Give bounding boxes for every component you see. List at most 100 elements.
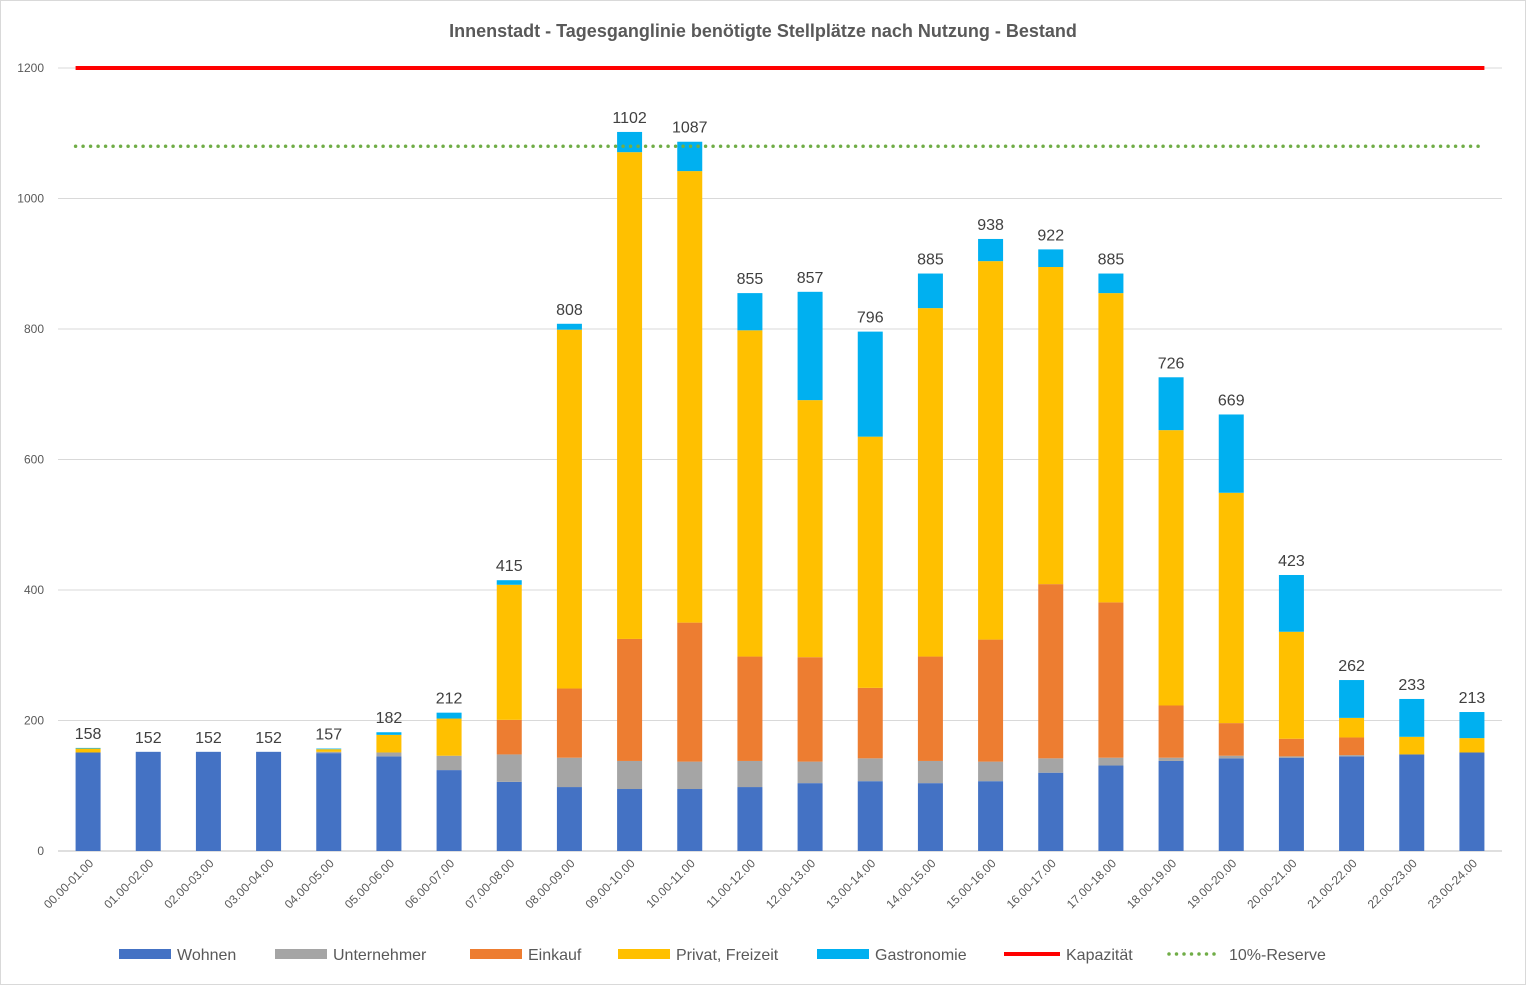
bar-segment (1158, 430, 1184, 706)
bar-segment (917, 308, 943, 657)
bar-segment (617, 131, 643, 153)
data-label: 855 (737, 271, 764, 288)
bar-segment (75, 747, 101, 749)
bar-segment (1278, 757, 1304, 851)
y-tick-label: 200 (24, 714, 44, 728)
bar-segment (1339, 717, 1365, 738)
bar-segment (556, 787, 582, 851)
bar-segment (917, 273, 943, 309)
bar-segment (1339, 737, 1365, 756)
bar-segment (1459, 738, 1485, 753)
bar-segment (1038, 267, 1064, 585)
legend-swatch (275, 949, 327, 959)
bar-segment (1158, 705, 1184, 758)
data-label: 158 (75, 726, 102, 743)
bar-segment (556, 329, 582, 689)
bar-segment (737, 330, 763, 657)
bar-segment (978, 261, 1004, 640)
bar-segment (1038, 249, 1064, 268)
bar-segment (1158, 757, 1184, 761)
data-label: 152 (195, 730, 222, 747)
legend-label: Einkauf (528, 947, 582, 964)
legend-label: Kapazität (1066, 947, 1133, 964)
bar-segment (1339, 756, 1365, 851)
data-label: 922 (1037, 227, 1064, 244)
bar-segment (677, 622, 703, 762)
bar-segment (1098, 757, 1124, 766)
bar-segment (1038, 758, 1064, 773)
bar-segment (1278, 756, 1304, 758)
bar-segment (376, 732, 402, 735)
data-label: 415 (496, 558, 523, 575)
data-label: 808 (556, 302, 583, 319)
bar-segment (1399, 698, 1425, 737)
legend-label: Unternehmer (333, 947, 427, 964)
bar-segment (376, 734, 402, 753)
y-tick-label: 600 (24, 453, 44, 467)
bar-segment (857, 687, 883, 759)
bar-segment (195, 751, 221, 851)
bar-segment (556, 323, 582, 330)
bar-segment (1038, 772, 1064, 851)
data-label: 262 (1338, 658, 1365, 675)
bar-segment (677, 171, 703, 623)
data-label: 726 (1158, 355, 1185, 372)
chart-title: Innenstadt - Tagesganglinie benötigte St… (449, 21, 1077, 41)
data-label: 1102 (612, 110, 647, 127)
bar-segment (1459, 752, 1485, 851)
bar-segment (1038, 584, 1064, 759)
bar-segment (1098, 293, 1124, 603)
y-tick-label: 0 (37, 844, 44, 858)
bar-segment (316, 748, 342, 750)
bar-segment (1218, 755, 1244, 759)
bar-segment (135, 751, 161, 851)
bar-segment (797, 657, 823, 762)
bar-segment (917, 656, 943, 761)
bar-segment (1399, 736, 1425, 755)
bar-segment (857, 781, 883, 851)
bar-segment (978, 238, 1004, 262)
bar-segment (797, 761, 823, 784)
data-label: 152 (135, 730, 162, 747)
y-axis-ticks: 0 200 400 600 800 1000 1200 (17, 61, 44, 858)
bar-segment (978, 639, 1004, 762)
bar-segment (1098, 765, 1124, 851)
bar-segment (1158, 377, 1184, 431)
bar-segment (376, 752, 402, 757)
bar-segment (617, 789, 643, 851)
bar-segment (436, 755, 462, 771)
bar-segment (1158, 760, 1184, 851)
bar-segment (1098, 602, 1124, 758)
legend-label: Gastronomie (875, 947, 967, 964)
data-label: 885 (917, 252, 944, 269)
legend: Wohnen Unternehmer Einkauf Privat, Freizeit… (119, 947, 1326, 964)
y-tick-label: 1000 (17, 192, 44, 206)
bar-segment (496, 584, 522, 720)
bar-segment (316, 753, 342, 851)
reference-lines (73, 66, 1487, 149)
bar-segment (1399, 754, 1425, 851)
data-label: 182 (376, 710, 403, 727)
bar-segment (436, 718, 462, 756)
bar-segment (737, 787, 763, 851)
data-label: 423 (1278, 553, 1305, 570)
data-label: 885 (1098, 252, 1125, 269)
bar-segment (1459, 712, 1485, 739)
bar-segment (556, 757, 582, 788)
data-label: 857 (797, 270, 824, 287)
bar-segment (1339, 755, 1365, 757)
bars (75, 131, 1485, 851)
y-tick-label: 400 (24, 583, 44, 597)
bar-segment (556, 688, 582, 758)
data-label: 157 (315, 727, 342, 744)
legend-swatch (470, 949, 522, 959)
legend-swatch (119, 949, 171, 959)
y-tick-label: 1200 (17, 61, 44, 75)
bar-segment (436, 770, 462, 851)
bar-segment (1278, 631, 1304, 739)
bar-segment (978, 781, 1004, 851)
legend-label: Privat, Freizeit (676, 947, 779, 964)
